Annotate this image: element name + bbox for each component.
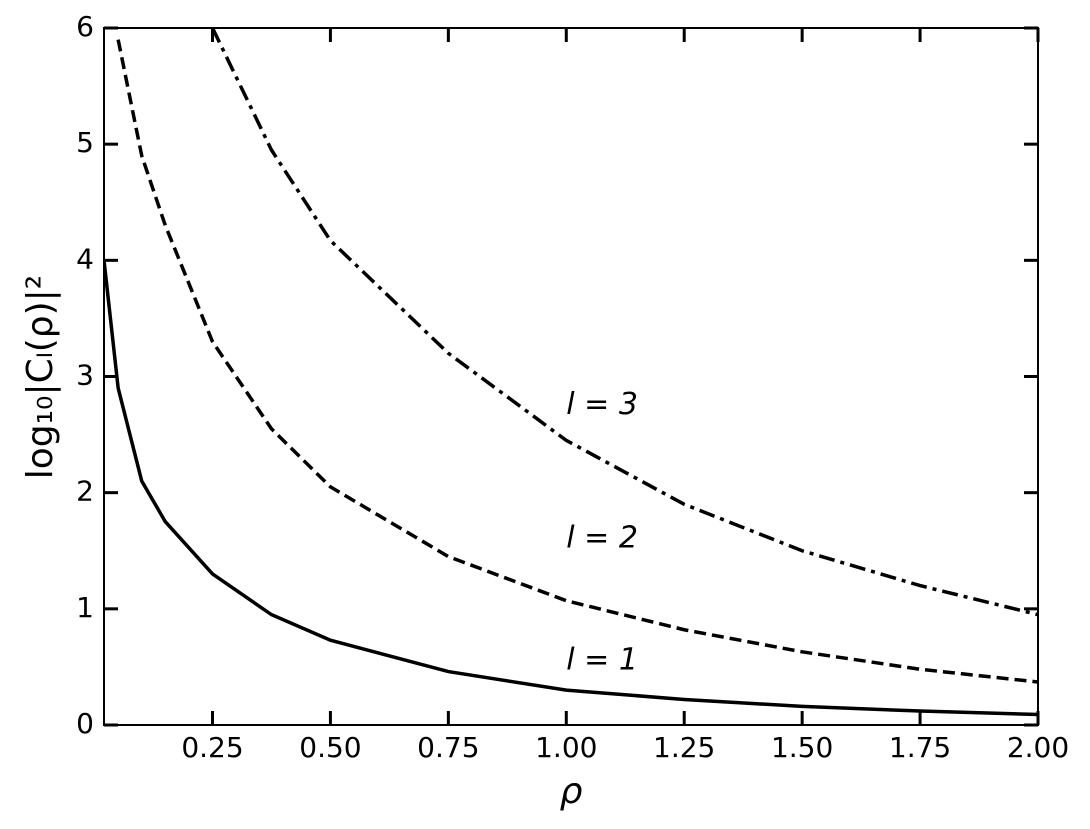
y-tick-label: 3 — [76, 359, 94, 392]
y-tick-label: 6 — [76, 10, 94, 43]
x-tick-label: 1.75 — [889, 731, 951, 764]
y-tick-label: 2 — [76, 475, 94, 508]
y-tick-label: 5 — [76, 126, 94, 159]
x-tick-label: 1.00 — [535, 731, 597, 764]
x-tick-label: 0.50 — [299, 731, 361, 764]
x-axis-label: ρ — [560, 771, 583, 812]
line-series — [104, 260, 1038, 717]
x-tick-label: 0.25 — [181, 731, 243, 764]
series-label: l = 1 — [566, 643, 638, 678]
x-tick-label: 1.50 — [771, 731, 833, 764]
x-tick-label: 1.25 — [653, 731, 715, 764]
line-series — [116, 39, 1038, 684]
y-tick-label: 0 — [76, 707, 94, 740]
y-tick-label: 1 — [76, 591, 94, 624]
line-series — [210, 28, 1038, 617]
y-tick-label: 4 — [76, 242, 94, 275]
series-label: l = 2 — [566, 521, 638, 556]
x-tick-label: 0.75 — [417, 731, 479, 764]
series-label: l = 3 — [566, 387, 638, 422]
y-axis-label: log₁₀|Cₗ(ρ)|² — [20, 275, 61, 480]
x-tick-label: 2.00 — [1007, 731, 1069, 764]
plot-frame — [103, 27, 1039, 726]
